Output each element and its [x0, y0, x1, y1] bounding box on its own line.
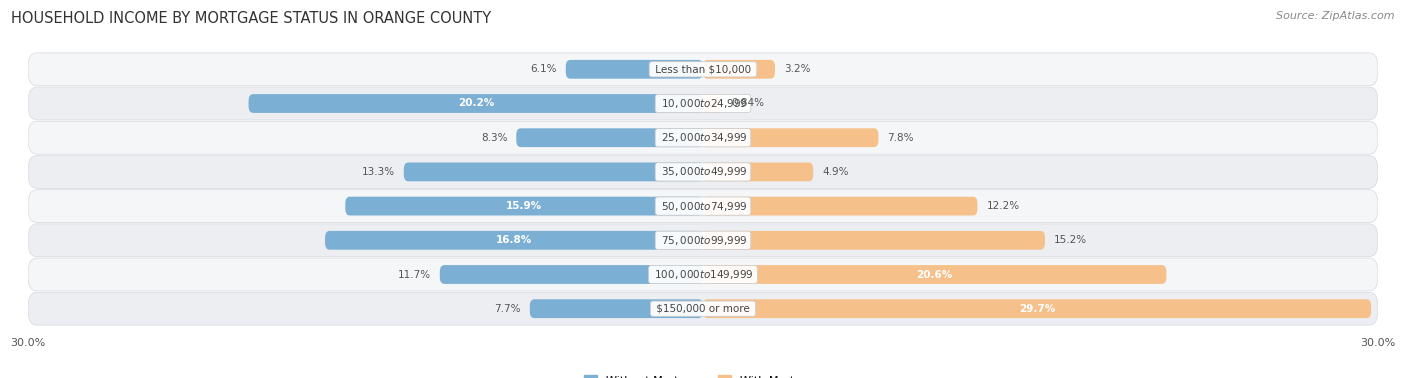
Text: $25,000 to $34,999: $25,000 to $34,999 — [658, 131, 748, 144]
FancyBboxPatch shape — [516, 128, 703, 147]
FancyBboxPatch shape — [703, 60, 775, 79]
Text: 8.3%: 8.3% — [481, 133, 508, 143]
FancyBboxPatch shape — [703, 299, 1371, 318]
Text: 16.8%: 16.8% — [496, 235, 531, 245]
Text: 0.84%: 0.84% — [731, 99, 763, 108]
Text: 3.2%: 3.2% — [785, 64, 810, 74]
Text: 12.2%: 12.2% — [987, 201, 1019, 211]
FancyBboxPatch shape — [440, 265, 703, 284]
Text: $150,000 or more: $150,000 or more — [652, 304, 754, 314]
Text: $35,000 to $49,999: $35,000 to $49,999 — [658, 166, 748, 178]
Text: HOUSEHOLD INCOME BY MORTGAGE STATUS IN ORANGE COUNTY: HOUSEHOLD INCOME BY MORTGAGE STATUS IN O… — [11, 11, 491, 26]
FancyBboxPatch shape — [703, 128, 879, 147]
FancyBboxPatch shape — [703, 163, 813, 181]
Text: 4.9%: 4.9% — [823, 167, 849, 177]
Text: $10,000 to $24,999: $10,000 to $24,999 — [658, 97, 748, 110]
FancyBboxPatch shape — [530, 299, 703, 318]
FancyBboxPatch shape — [703, 94, 721, 113]
FancyBboxPatch shape — [249, 94, 703, 113]
FancyBboxPatch shape — [346, 197, 703, 215]
Text: $100,000 to $149,999: $100,000 to $149,999 — [651, 268, 755, 281]
Text: 7.7%: 7.7% — [495, 304, 520, 314]
Legend: Without Mortgage, With Mortgage: Without Mortgage, With Mortgage — [579, 371, 827, 378]
FancyBboxPatch shape — [703, 197, 977, 215]
Text: 20.6%: 20.6% — [917, 270, 953, 279]
FancyBboxPatch shape — [28, 224, 1378, 257]
Text: Source: ZipAtlas.com: Source: ZipAtlas.com — [1277, 11, 1395, 21]
FancyBboxPatch shape — [28, 190, 1378, 223]
FancyBboxPatch shape — [404, 163, 703, 181]
FancyBboxPatch shape — [28, 121, 1378, 154]
FancyBboxPatch shape — [703, 265, 1167, 284]
FancyBboxPatch shape — [565, 60, 703, 79]
Text: $50,000 to $74,999: $50,000 to $74,999 — [658, 200, 748, 212]
Text: 20.2%: 20.2% — [458, 99, 494, 108]
Text: $75,000 to $99,999: $75,000 to $99,999 — [658, 234, 748, 247]
Text: 13.3%: 13.3% — [361, 167, 395, 177]
Text: 6.1%: 6.1% — [530, 64, 557, 74]
Text: 29.7%: 29.7% — [1019, 304, 1054, 314]
Text: 15.2%: 15.2% — [1054, 235, 1087, 245]
FancyBboxPatch shape — [703, 231, 1045, 250]
FancyBboxPatch shape — [28, 258, 1378, 291]
Text: 15.9%: 15.9% — [506, 201, 543, 211]
Text: 7.8%: 7.8% — [887, 133, 914, 143]
Text: Less than $10,000: Less than $10,000 — [652, 64, 754, 74]
FancyBboxPatch shape — [28, 155, 1378, 188]
Text: 11.7%: 11.7% — [398, 270, 430, 279]
FancyBboxPatch shape — [28, 87, 1378, 120]
FancyBboxPatch shape — [28, 53, 1378, 86]
FancyBboxPatch shape — [28, 292, 1378, 325]
FancyBboxPatch shape — [325, 231, 703, 250]
